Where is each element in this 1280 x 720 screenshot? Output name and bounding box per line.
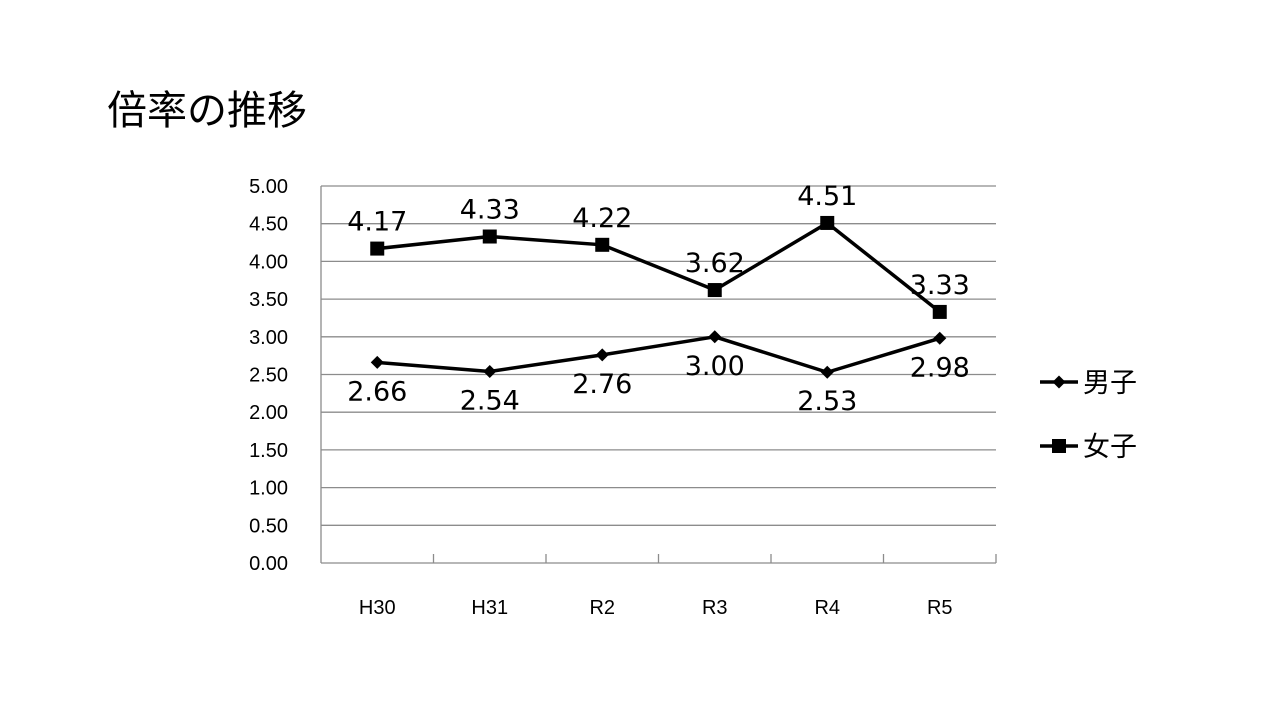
data-label: 2.98 — [910, 352, 970, 383]
data-label: 2.76 — [572, 369, 632, 400]
x-tick-label: R3 — [702, 597, 728, 619]
data-point-square — [370, 241, 385, 256]
data-point-diamond — [483, 364, 497, 378]
data-point-square — [482, 229, 497, 244]
legend-entry: 男子 — [1040, 368, 1137, 399]
data-point-diamond — [370, 355, 384, 369]
y-tick-label: 0.50 — [249, 515, 288, 537]
data-labels: 2.66 2.54 2.76 3.00 2.53 2.98 4.17 4.33 4.22 3.62… — [347, 181, 970, 417]
data-label: 2.66 — [347, 376, 407, 407]
y-tick-label: 5.00 — [249, 176, 288, 198]
data-point-diamond — [708, 330, 722, 344]
x-tick-label: R5 — [927, 597, 953, 619]
data-point-diamond — [595, 348, 609, 362]
data-point-diamond — [1052, 375, 1066, 389]
gridlines — [321, 185, 996, 526]
legend-entry: 女子 — [1040, 432, 1137, 463]
data-point-square — [1052, 439, 1066, 453]
data-point-diamond — [933, 331, 947, 345]
data-point-square — [820, 215, 835, 230]
series-male — [370, 330, 947, 379]
data-label: 4.17 — [347, 207, 407, 238]
data-label: 2.53 — [797, 386, 857, 417]
legend-label: 男子 — [1083, 368, 1137, 399]
slide-title: 倍率の推移 — [107, 88, 307, 134]
y-tick-label: 4.00 — [249, 251, 288, 273]
data-label: 2.54 — [460, 385, 520, 416]
y-tick-label: 0.00 — [249, 553, 288, 575]
data-label: 4.51 — [797, 181, 857, 212]
y-tick-label: 3.50 — [249, 289, 288, 311]
x-tick-label: R2 — [589, 597, 615, 619]
data-point-square — [707, 283, 722, 298]
data-label: 4.22 — [572, 203, 632, 234]
series-line — [377, 335, 941, 374]
series-group — [370, 215, 947, 379]
data-point-diamond — [820, 365, 834, 379]
y-tick-label: 1.00 — [249, 478, 288, 500]
series-line — [377, 221, 941, 314]
x-tick-label: H30 — [359, 597, 396, 619]
x-tick-label: R4 — [814, 597, 840, 619]
series-female — [370, 215, 947, 319]
y-tick-label: 3.00 — [249, 327, 288, 349]
data-label: 3.33 — [910, 270, 970, 301]
data-label: 3.00 — [685, 351, 745, 382]
legend-label: 女子 — [1083, 432, 1137, 463]
y-tick-label: 2.00 — [249, 402, 288, 424]
data-point-square — [595, 237, 610, 252]
x-tick-label: H31 — [471, 597, 508, 619]
y-tick-label: 4.50 — [249, 214, 288, 236]
data-label: 4.33 — [460, 195, 520, 226]
y-tick-label: 1.50 — [249, 440, 288, 462]
data-point-square — [932, 304, 947, 319]
axes: 0.00 0.50 1.00 1.50 2.00 2.50 3.00 3.50 4.00 4.50… — [249, 176, 997, 619]
y-tick-label: 2.50 — [249, 365, 288, 387]
data-label: 3.62 — [685, 248, 745, 279]
